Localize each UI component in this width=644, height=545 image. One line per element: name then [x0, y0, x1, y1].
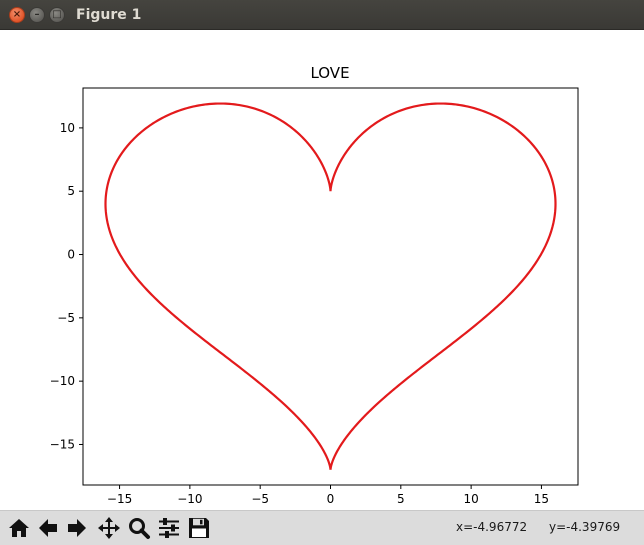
x-tick-label: 15	[534, 492, 549, 506]
zoom-button[interactable]	[125, 514, 153, 542]
x-tick-label: 10	[463, 492, 478, 506]
x-tick-label: −5	[251, 492, 269, 506]
y-tick-label: 0	[67, 248, 75, 262]
maximize-button[interactable]: □	[49, 7, 65, 23]
navigation-toolbar: x=-4.96772 y=-4.39769	[0, 510, 644, 545]
x-tick-label: −10	[177, 492, 202, 506]
sliders-icon	[159, 518, 179, 538]
minimize-icon: –	[34, 9, 40, 20]
y-tick-label: 5	[67, 184, 75, 198]
axes-frame	[82, 87, 579, 486]
x-tick-label: 0	[327, 492, 335, 506]
y-tick-label: −5	[57, 311, 75, 325]
arrow-right-icon	[68, 519, 86, 537]
y-tick-label: −15	[50, 437, 75, 451]
y-tick-label: 10	[60, 121, 75, 135]
plot-marks: −15 −10 −5 0 5 10 15 −15 −10 −5 0 5 10	[50, 102, 557, 506]
subplots-button[interactable]	[155, 514, 183, 542]
y-coordinate-readout: y=-4.39769	[549, 520, 621, 534]
move-icon	[98, 517, 120, 539]
magnifier-icon	[129, 518, 150, 539]
figure-canvas[interactable]: LOVE −15 −10 −5 0 5 10 15 −15 −10 −5 0 5 10	[0, 30, 644, 510]
back-button[interactable]	[34, 514, 62, 542]
maximize-icon: □	[52, 9, 62, 20]
x-tick-label: 5	[397, 492, 405, 506]
home-icon	[9, 519, 29, 537]
x-tick-label: −15	[107, 492, 132, 506]
x-coordinate-readout: x=-4.96772	[456, 520, 528, 534]
chart-title: LOVE	[310, 64, 349, 82]
arrow-left-icon	[39, 519, 57, 537]
floppy-disk-icon	[189, 518, 209, 538]
title-bar[interactable]: × – □ Figure 1	[0, 0, 644, 30]
y-tick-label: −10	[50, 374, 75, 388]
heart-curve-line	[104, 102, 557, 470]
home-button[interactable]	[5, 514, 33, 542]
close-icon: ×	[12, 9, 22, 20]
save-button[interactable]	[185, 514, 213, 542]
window-title: Figure 1	[76, 7, 142, 23]
minimize-button[interactable]: –	[29, 7, 45, 23]
close-button[interactable]: ×	[9, 7, 25, 23]
forward-button[interactable]	[63, 514, 91, 542]
pan-button[interactable]	[95, 514, 123, 542]
plot-svg[interactable]: LOVE −15 −10 −5 0 5 10 15 −15 −10 −5 0 5 10	[0, 30, 644, 510]
